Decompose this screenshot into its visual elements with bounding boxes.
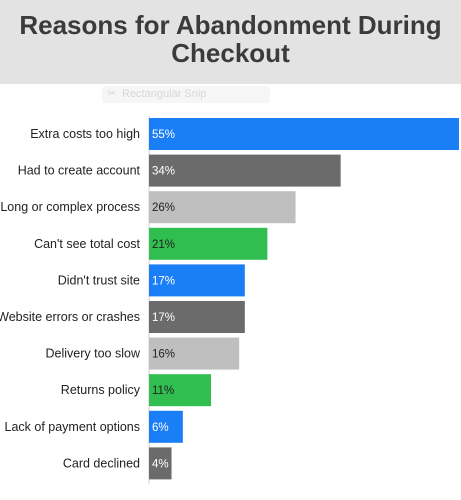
value-label-5: 17% <box>152 312 175 324</box>
category-label-8: Lack of payment options <box>5 420 141 434</box>
bar-6 <box>149 337 240 370</box>
category-label-5: Website errors or crashes <box>0 310 140 324</box>
snip-label-text: Rectangular Snip <box>122 88 207 100</box>
chart-title-line-1: Reasons for Abandonment During <box>19 10 442 40</box>
bar-5 <box>149 301 245 333</box>
category-label-9: Card declined <box>63 456 140 470</box>
value-label-8: 6% <box>152 422 169 434</box>
bar-1 <box>149 154 341 187</box>
chart-title-band: Reasons for Abandonment During Checkout <box>0 0 461 84</box>
value-label-3: 21% <box>152 239 175 251</box>
bar-4 <box>149 264 245 297</box>
category-label-7: Returns policy <box>61 383 141 397</box>
bar-0 <box>149 118 459 150</box>
bar-2 <box>149 191 296 224</box>
chart-title: Reasons for Abandonment During Checkout <box>0 11 461 67</box>
value-label-9: 4% <box>152 458 169 470</box>
bar-3 <box>149 227 268 260</box>
category-label-1: Had to create account <box>18 164 141 178</box>
category-label-0: Extra costs too high <box>30 127 140 141</box>
value-label-6: 16% <box>152 349 175 361</box>
category-label-4: Didn't trust site <box>58 273 140 287</box>
category-label-6: Delivery too slow <box>46 347 141 361</box>
bar-8 <box>149 410 183 443</box>
value-label-1: 34% <box>152 166 175 178</box>
value-label-0: 55% <box>152 129 175 141</box>
value-label-4: 17% <box>152 275 175 287</box>
bar-7 <box>149 374 211 407</box>
rectangular-snip-tooltip: ✂ Rectangular Snip <box>102 86 270 103</box>
category-label-3: Can't see total cost <box>34 237 140 251</box>
bar-chart: Extra costs too high 55% Had to create acc… <box>0 116 459 484</box>
value-label-2: 26% <box>152 202 175 214</box>
chart-title-line-2: Checkout <box>171 38 290 68</box>
value-label-7: 11% <box>152 385 174 397</box>
category-label-2: Long or complex process <box>0 200 140 214</box>
bar-9 <box>149 447 172 480</box>
scissors-icon: ✂ <box>107 88 117 100</box>
